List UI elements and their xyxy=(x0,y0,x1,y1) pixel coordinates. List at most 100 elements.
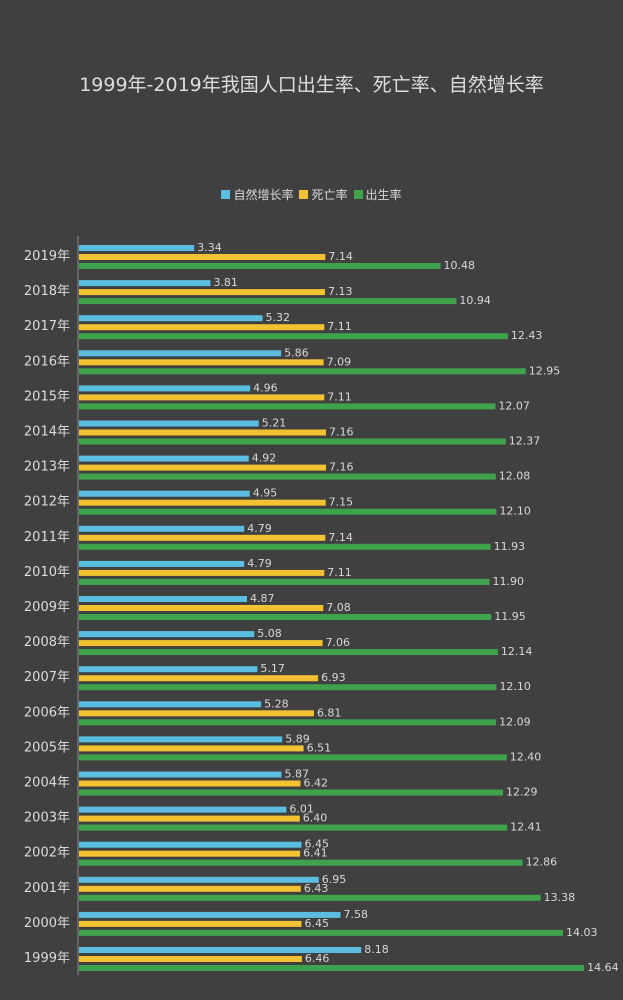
bar[interactable] xyxy=(79,736,283,743)
bar[interactable] xyxy=(79,350,282,357)
bar[interactable] xyxy=(79,429,327,436)
data-label: 7.13 xyxy=(328,285,353,298)
y-tick-label: 2004年 xyxy=(24,776,70,791)
data-label: 7.14 xyxy=(328,250,353,263)
data-label: 7.11 xyxy=(327,320,352,333)
data-label: 5.32 xyxy=(266,311,291,324)
bar[interactable] xyxy=(79,525,245,532)
data-label: 12.10 xyxy=(499,680,531,693)
bar[interactable] xyxy=(79,333,508,340)
bar[interactable] xyxy=(79,263,441,269)
bar[interactable] xyxy=(79,534,326,541)
data-label: 4.96 xyxy=(253,381,278,394)
y-tick-label: 2002年 xyxy=(24,846,70,861)
bar[interactable] xyxy=(79,543,491,550)
data-label: 12.43 xyxy=(511,329,542,342)
data-label: 12.29 xyxy=(506,786,538,799)
bar[interactable] xyxy=(79,789,504,796)
legend-label-birth-rate: 出生率 xyxy=(365,188,402,202)
data-label: 7.06 xyxy=(326,636,351,649)
bar[interactable] xyxy=(79,876,319,883)
bar[interactable] xyxy=(79,841,302,848)
bar[interactable] xyxy=(79,280,211,287)
bar[interactable] xyxy=(79,684,497,691)
legend-item-death-rate[interactable]: 死亡率 xyxy=(299,186,348,203)
bar[interactable] xyxy=(79,455,249,462)
bar[interactable] xyxy=(79,754,507,761)
bar[interactable] xyxy=(79,508,497,515)
bar[interactable] xyxy=(79,745,304,752)
bar[interactable] xyxy=(79,438,506,445)
data-label: 5.08 xyxy=(257,627,282,640)
bar[interactable] xyxy=(79,298,457,305)
bar[interactable] xyxy=(79,859,523,866)
y-tick-label: 2007年 xyxy=(24,670,70,685)
bar[interactable] xyxy=(79,666,258,673)
bar[interactable] xyxy=(79,965,585,971)
bar[interactable] xyxy=(79,956,302,962)
legend-label-natural-growth: 自然增长率 xyxy=(233,188,294,202)
bar[interactable] xyxy=(79,315,263,322)
bar[interactable] xyxy=(79,806,287,813)
bar[interactable] xyxy=(79,403,496,410)
legend-item-natural-growth[interactable]: 自然增长率 xyxy=(221,186,293,203)
bar[interactable] xyxy=(79,490,250,497)
bar[interactable] xyxy=(79,499,326,506)
bar[interactable] xyxy=(79,420,259,427)
y-tick-label: 2019年 xyxy=(24,249,70,264)
data-label: 14.03 xyxy=(566,926,598,939)
bar[interactable] xyxy=(79,245,195,251)
data-label: 6.01 xyxy=(289,803,314,816)
bar[interactable] xyxy=(79,675,319,682)
bar[interactable] xyxy=(79,569,325,576)
legend-swatch-natural-growth xyxy=(221,190,231,199)
bar[interactable] xyxy=(79,815,300,822)
bar[interactable] xyxy=(79,385,251,392)
bar[interactable] xyxy=(79,640,323,647)
bar[interactable] xyxy=(79,473,496,480)
bar[interactable] xyxy=(79,771,282,778)
data-label: 4.92 xyxy=(252,452,276,465)
bar[interactable] xyxy=(79,894,541,901)
y-tick-label: 2008年 xyxy=(24,635,70,650)
bar[interactable] xyxy=(79,780,301,787)
bar[interactable] xyxy=(79,885,301,892)
bar[interactable] xyxy=(79,614,492,620)
bar[interactable] xyxy=(79,920,302,927)
bar[interactable] xyxy=(79,719,497,726)
bar[interactable] xyxy=(79,359,324,366)
bar[interactable] xyxy=(79,850,301,857)
bar[interactable] xyxy=(79,911,341,918)
bar[interactable] xyxy=(79,394,325,401)
bar[interactable] xyxy=(79,605,324,611)
y-tick-label: 2009年 xyxy=(24,600,70,615)
bar[interactable] xyxy=(79,289,325,296)
y-tick-label: 2010年 xyxy=(24,565,70,580)
bar[interactable] xyxy=(79,631,255,638)
data-label: 6.45 xyxy=(305,917,330,930)
data-label: 7.16 xyxy=(329,426,354,439)
bar[interactable] xyxy=(79,929,564,936)
bar[interactable] xyxy=(79,701,262,708)
y-tick-label: 2011年 xyxy=(24,530,70,545)
bar[interactable] xyxy=(79,324,325,331)
data-label: 4.95 xyxy=(253,487,278,500)
y-tick-label: 2005年 xyxy=(24,740,70,755)
data-label: 6.95 xyxy=(322,873,347,886)
bar[interactable] xyxy=(79,560,245,567)
legend-item-birth-rate[interactable]: 出生率 xyxy=(353,186,402,203)
bar[interactable] xyxy=(79,649,498,656)
bar[interactable] xyxy=(79,464,327,471)
bar[interactable] xyxy=(79,254,326,260)
data-label: 12.08 xyxy=(499,470,531,483)
data-label: 6.42 xyxy=(303,777,328,790)
bar[interactable] xyxy=(79,824,508,831)
bar[interactable] xyxy=(79,947,362,953)
bar[interactable] xyxy=(79,596,248,602)
y-tick-label: 2000年 xyxy=(24,916,70,931)
bar[interactable] xyxy=(79,578,490,585)
bar[interactable] xyxy=(79,710,314,717)
bar[interactable] xyxy=(79,368,526,375)
data-label: 6.93 xyxy=(321,671,346,684)
y-tick-label: 2017年 xyxy=(24,319,70,334)
